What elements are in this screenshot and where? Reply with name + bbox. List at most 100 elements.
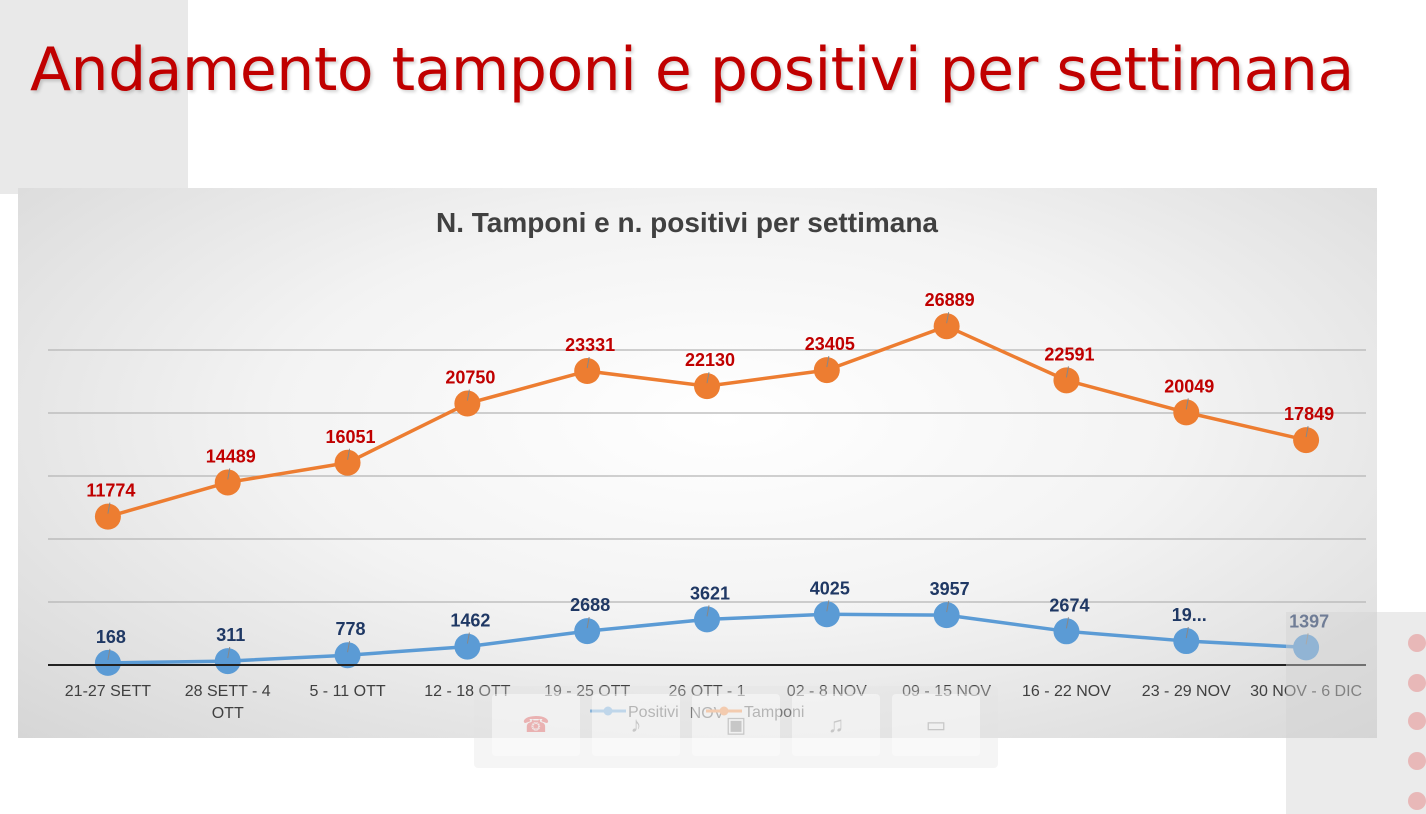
label-leader-line <box>1185 398 1189 410</box>
label-leader-line <box>826 356 830 368</box>
positivi-data-point <box>694 606 720 633</box>
x-tick-label: 26 OTT - 1 NOV <box>668 683 745 722</box>
x-tick-label: 21-27 SETT <box>65 683 151 700</box>
label-leader-line <box>586 617 590 629</box>
tamponi-data-label: 17849 <box>1284 404 1334 424</box>
positivi-data-point <box>1293 634 1320 661</box>
tamponi-data-label: 14489 <box>206 446 256 466</box>
positivi-data-point <box>1173 628 1200 655</box>
legend-swatch-marker <box>603 706 613 716</box>
label-leader-line <box>946 601 950 613</box>
tamponi-data-point <box>574 358 601 385</box>
tamponi-data-point <box>1293 427 1320 454</box>
label-leader-line <box>347 641 351 653</box>
tamponi-data-label: 22591 <box>1044 344 1094 364</box>
tamponi-data-label: 16051 <box>326 427 376 447</box>
label-leader-line <box>466 389 470 401</box>
positivi-data-point <box>1053 618 1080 645</box>
camera-off-icon: ▣ <box>725 712 747 737</box>
tamponi-data-point <box>1053 367 1080 394</box>
positivi-data-label: 19... <box>1172 605 1207 625</box>
tamponi-data-label: 20750 <box>445 368 495 388</box>
positivi-data-label: 3957 <box>930 579 970 599</box>
label-leader-line <box>227 646 231 659</box>
tamponi-data-point <box>694 373 720 400</box>
x-tick-label: 12 - 18 OTT <box>424 683 510 700</box>
line-chart: 168 311 778 1462 2688 3621 4025 3957 2674 19... 13… <box>48 207 1366 722</box>
x-tick-label: 19 - 25 OTT <box>544 683 630 700</box>
screen-share-icon: ▭ <box>925 712 947 737</box>
speaker-button[interactable]: ♫ <box>792 694 880 756</box>
positivi-data-point <box>574 618 601 645</box>
label-leader-line <box>946 312 950 324</box>
tamponi-data-point <box>933 313 960 340</box>
chart-panel: 168 311 778 1462 2688 3621 4025 3957 2674 19... 13… <box>18 188 1377 738</box>
tamponi-data-label: 22130 <box>685 350 735 370</box>
positivi-data-label: 3621 <box>690 583 730 603</box>
legend-item-tamponi: Tamponi <box>706 704 804 721</box>
positivi-data-point <box>933 602 960 629</box>
legend-item-positivi: Positivi <box>590 704 679 721</box>
label-leader-line <box>1185 626 1189 639</box>
title-corner-block <box>0 0 188 194</box>
mic-indicator-icon <box>1408 752 1426 770</box>
label-leader-line <box>107 648 111 660</box>
x-tick-label: 30 NOV - 6 DIC <box>1250 683 1362 700</box>
label-leader-line <box>706 605 710 617</box>
tamponi-data-point <box>1173 399 1200 426</box>
participant-video-strip[interactable] <box>1286 612 1426 814</box>
tamponi-data-point <box>214 469 241 496</box>
x-tick-label: 23 - 29 NOV <box>1142 683 1231 700</box>
legend-label: Tamponi <box>744 704 804 721</box>
label-leader-line <box>826 600 830 612</box>
mic-button[interactable]: ♪ <box>592 694 680 756</box>
positivi-data-point <box>334 642 361 669</box>
mic-indicator-icon <box>1408 792 1426 810</box>
positivi-data-label: 2674 <box>1049 595 1089 615</box>
chart-title: N. Tamponi e n. positivi per settimana <box>436 207 938 238</box>
positivi-data-label: 1462 <box>450 611 490 631</box>
hangup-button[interactable]: ☎ <box>492 694 580 756</box>
phone-hangup-icon: ☎ <box>522 712 550 737</box>
label-leader-line <box>107 502 111 514</box>
label-leader-line <box>1305 633 1309 645</box>
call-toolbar: ☎ ♪ ▣ ♫ ▭ <box>474 686 998 768</box>
tamponi-data-label: 26889 <box>925 290 975 310</box>
label-leader-line <box>1065 617 1069 629</box>
label-leader-line <box>347 448 351 460</box>
positivi-data-point <box>94 649 121 676</box>
mic-indicator-icon <box>1408 634 1426 652</box>
positivi-data-label: 2688 <box>570 595 610 615</box>
positivi-data-point <box>454 633 481 660</box>
tamponi-data-label: 20049 <box>1164 376 1214 396</box>
positivi-data-label: 168 <box>96 627 126 647</box>
positivi-data-point <box>813 601 840 628</box>
positivi-data-label: 1397 <box>1289 611 1329 631</box>
positivi-data-label: 778 <box>336 619 366 639</box>
label-leader-line <box>466 632 470 644</box>
legend-swatch-marker <box>719 706 729 716</box>
label-leader-line <box>706 372 710 384</box>
label-leader-line <box>1305 426 1309 438</box>
label-leader-line <box>1065 366 1069 378</box>
tamponi-data-label: 23405 <box>805 334 855 354</box>
tamponi-data-label: 23331 <box>565 335 615 355</box>
x-tick-label: 28 SETT - 4 OTT <box>185 683 271 722</box>
speaker-mute-icon: ♫ <box>827 712 845 737</box>
camera-button[interactable]: ▣ <box>692 694 780 756</box>
positivi-data-label: 311 <box>216 625 245 645</box>
x-tick-label: 16 - 22 NOV <box>1022 683 1111 700</box>
slide-title: Andamento tamponi e positivi per settima… <box>30 35 1354 105</box>
tamponi-data-label: 11774 <box>86 481 135 501</box>
mic-indicator-icon <box>1408 712 1426 730</box>
x-tick-label: 02 - 8 NOV <box>787 683 867 700</box>
tamponi-data-point <box>334 449 361 476</box>
positivi-data-label: 4025 <box>810 578 850 598</box>
x-tick-label: 5 - 11 OTT <box>309 683 385 700</box>
x-tick-label: 09 - 15 NOV <box>902 683 991 700</box>
mic-indicator-icon <box>1408 674 1426 692</box>
microphone-icon: ♪ <box>630 712 642 737</box>
tamponi-data-point <box>813 357 840 384</box>
screen-share-button[interactable]: ▭ <box>892 694 980 756</box>
legend-label: Positivi <box>628 704 679 721</box>
